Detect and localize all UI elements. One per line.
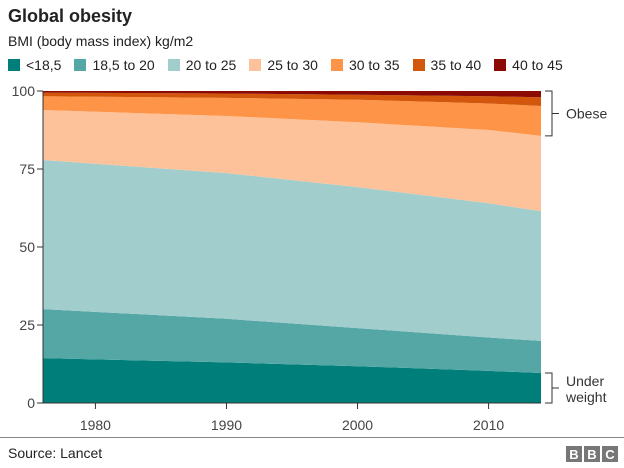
legend-item: 40 to 45 (494, 57, 563, 73)
legend-label: 35 to 40 (430, 57, 482, 73)
legend-label: 18,5 to 20 (92, 57, 155, 73)
bbc-logo-letter: B (566, 446, 582, 462)
underweight-bracket (545, 372, 559, 404)
underweight-label: weight (565, 389, 607, 405)
obese-bracket (545, 90, 559, 137)
y-tick-label: 100 (12, 83, 36, 99)
chart-subtitle: BMI (body mass index) kg/m2 (8, 33, 194, 49)
y-tick-label: 75 (19, 161, 35, 177)
plot-area: 0 25 50 75 100 1980 1990 2000 2010 Obese Underweig… (12, 83, 608, 433)
y-tick-label: 50 (19, 239, 35, 255)
legend-item: 25 to 30 (249, 57, 318, 73)
legend-swatch (412, 59, 425, 71)
footer-divider (0, 437, 624, 438)
legend-swatch (167, 59, 180, 71)
area-18-5-to-20 (43, 309, 541, 373)
y-tick-label: 0 (27, 395, 35, 411)
legend-item: 18,5 to 20 (74, 57, 155, 73)
legend-label: 25 to 30 (267, 57, 318, 73)
legend-swatch (249, 59, 262, 71)
legend-swatch (8, 59, 20, 71)
legend-item: 35 to 40 (412, 57, 482, 73)
legend-item: <18,5 (8, 57, 61, 73)
legend-item: 20 to 25 (167, 57, 237, 73)
x-tick-label: 1980 (80, 417, 111, 433)
legend-label: 40 to 45 (512, 57, 563, 73)
area-18-5 (43, 358, 541, 403)
y-tick-label: 25 (19, 317, 35, 333)
legend: <18,5 18,5 to 20 20 to 25 25 to 30 30 to 35 3… (8, 57, 576, 73)
area-35-to-40 (43, 92, 541, 106)
x-tick-label: 2010 (473, 417, 504, 433)
legend-swatch (74, 59, 87, 71)
bbc-logo-letter: C (602, 446, 618, 462)
legend-swatch (330, 59, 343, 71)
chart-title: Global obesity (8, 6, 133, 26)
x-tick-label: 1990 (211, 417, 242, 433)
area-20-to-25 (43, 160, 541, 341)
area-30-to-35 (43, 96, 541, 136)
x-tick-label: 2000 (342, 417, 373, 433)
legend-label: 20 to 25 (185, 57, 237, 73)
source-text: Source: Lancet (8, 445, 103, 461)
legend-label: 30 to 35 (348, 57, 400, 73)
bbc-logo: B B C (566, 446, 618, 462)
legend-item: 30 to 35 (330, 57, 400, 73)
obese-label: Obese (566, 105, 607, 121)
area-40-to-45 (43, 91, 541, 98)
underweight-label: Under (566, 373, 604, 389)
legend-swatch (494, 59, 507, 71)
bbc-logo-letter: B (584, 446, 600, 462)
legend-label: <18,5 (26, 57, 62, 73)
area-25-to-30 (43, 110, 541, 212)
